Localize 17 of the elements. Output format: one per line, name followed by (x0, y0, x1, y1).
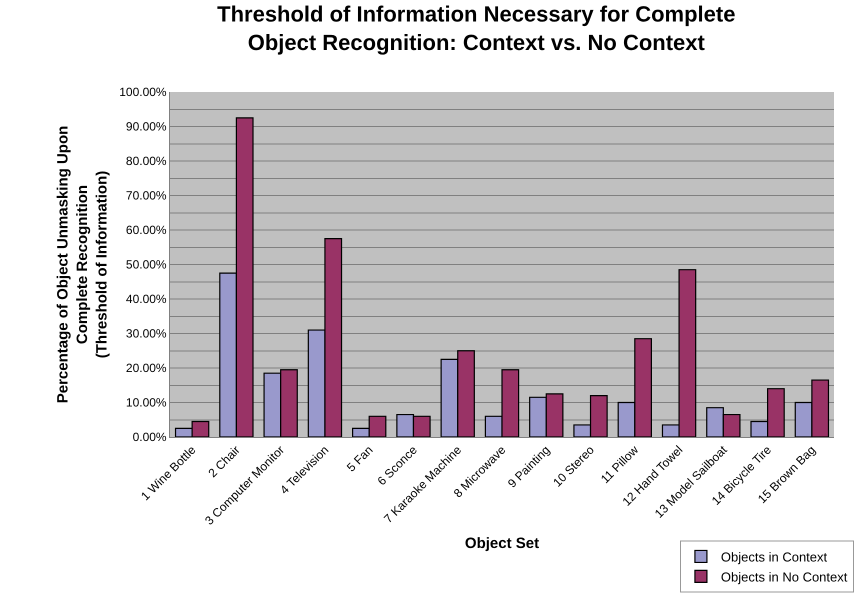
legend-label: Objects in No Context (720, 569, 848, 584)
y-tick-label: 50.00% (126, 258, 167, 272)
chart-title: Threshold of Information Necessary for Complete Object Recognition: Context vs. No Context (217, 1, 736, 56)
y-tick-label: 90.00% (126, 120, 167, 134)
y-tick-label: 30.00% (126, 326, 167, 341)
y-tick-label: 20.00% (126, 361, 167, 376)
y-tick-label: 0.00% (132, 430, 167, 444)
legend-label: Objects in Context (720, 550, 828, 565)
y-tick-label: 70.00% (126, 188, 167, 203)
y-tick-label: 10.00% (126, 396, 167, 410)
y-tick-label: 40.00% (126, 292, 167, 306)
x-tick-label: 5 Fan (344, 442, 376, 474)
y-axis-title: Percentage of Object Unmasking Upon Complete Recognition (Threshold of Information) (54, 126, 110, 404)
y-tick-label: 60.00% (126, 223, 167, 238)
y-tick-label: 80.00% (126, 154, 167, 168)
y-tick-label: 100.00% (119, 85, 167, 100)
x-axis-title: Object Set (464, 534, 540, 552)
